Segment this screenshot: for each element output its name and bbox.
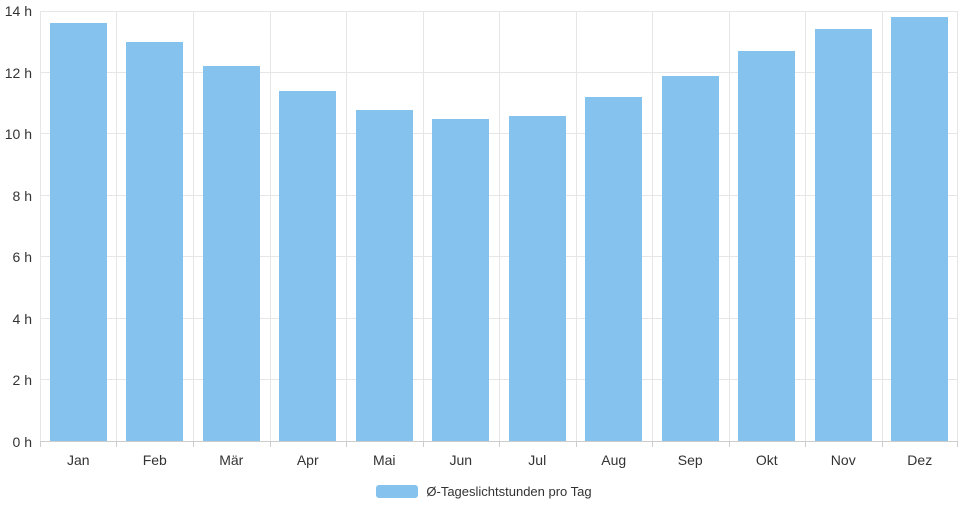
bar-mär[interactable]: [202, 66, 260, 442]
y-axis-tick-label: 2 h: [12, 372, 32, 389]
category-band-jun: Jun: [423, 11, 500, 468]
x-axis-tick: [651, 442, 653, 447]
x-axis-label: Nov: [830, 452, 856, 468]
bar-feb[interactable]: [126, 41, 184, 442]
y-axis-tick-label: 8 h: [12, 187, 32, 204]
y-axis-tick-label: 6 h: [12, 249, 32, 266]
x-axis-tick: [499, 442, 500, 447]
category-band-sep: Sep: [652, 11, 729, 468]
x-axis-label: Jun: [449, 452, 473, 468]
x-axis-label: Dez: [907, 452, 933, 468]
x-axis-tick: [345, 442, 347, 447]
legend-label: Ø-Tageslichtstunden pro Tag: [426, 484, 592, 499]
x-axis-label: Mai: [372, 452, 396, 468]
bar-mai[interactable]: [355, 109, 413, 442]
y-axis-tick-label: 10 h: [4, 126, 32, 143]
x-axis-label: Aug: [601, 452, 627, 468]
bands: Jan Feb Mär Apr Mai Jun Jul Aug Sep Okt Nov Dez: [40, 11, 959, 468]
plot-area: Jan Feb Mär Apr Mai Jun Jul Aug Sep Okt Nov Dez: [40, 11, 959, 468]
x-axis-label: Feb: [142, 452, 167, 468]
x-axis-line: [40, 441, 958, 442]
category-band-apr: Apr: [270, 11, 347, 468]
x-axis-tick: [728, 442, 730, 447]
x-axis-tick: [957, 442, 958, 447]
bar-jan[interactable]: [49, 23, 107, 442]
bar-aug[interactable]: [585, 97, 643, 442]
x-axis-label: Jan: [66, 452, 90, 468]
category-band-nov: Nov: [805, 11, 882, 468]
category-band-aug: Aug: [576, 11, 653, 468]
x-axis-tick: [422, 442, 424, 447]
bar-nov[interactable]: [814, 29, 872, 442]
category-band-mär: Mär: [193, 11, 270, 468]
category-band-okt: Okt: [729, 11, 806, 468]
bar-dez[interactable]: [891, 17, 949, 442]
y-axis-tick-label: 4 h: [12, 310, 32, 327]
bar-okt[interactable]: [738, 51, 796, 442]
x-axis-tick: [805, 442, 806, 447]
x-axis-label: Apr: [296, 452, 319, 468]
legend-swatch-icon: [376, 485, 419, 498]
bar-jun[interactable]: [432, 118, 490, 442]
x-axis-tick: [40, 442, 41, 447]
x-axis-tick: [269, 442, 271, 447]
y-axis-tick-label: 0 h: [12, 434, 32, 450]
x-axis-tick: [116, 442, 118, 447]
x-axis-label: Mär: [219, 452, 244, 468]
category-band-feb: Feb: [117, 11, 194, 468]
category-band-jan: Jan: [40, 11, 117, 468]
x-axis-label: Jul: [528, 452, 547, 468]
category-band-dez: Dez: [882, 11, 959, 468]
x-axis-tick: [881, 442, 883, 447]
legend-item[interactable]: Ø-Tageslichtstunden pro Tag: [0, 484, 968, 499]
category-band-mai: Mai: [346, 11, 423, 468]
y-axis-tick-label: 14 h: [4, 3, 32, 19]
x-axis-tick: [575, 442, 577, 447]
x-axis-label: Sep: [677, 452, 703, 468]
bar-jul[interactable]: [508, 115, 566, 442]
category-band-jul: Jul: [499, 11, 576, 468]
bar-apr[interactable]: [279, 91, 337, 442]
bar-sep[interactable]: [661, 75, 719, 442]
x-axis-label: Okt: [755, 452, 778, 468]
y-axis-tick-label: 12 h: [4, 64, 32, 81]
x-axis-tick: [192, 442, 194, 447]
